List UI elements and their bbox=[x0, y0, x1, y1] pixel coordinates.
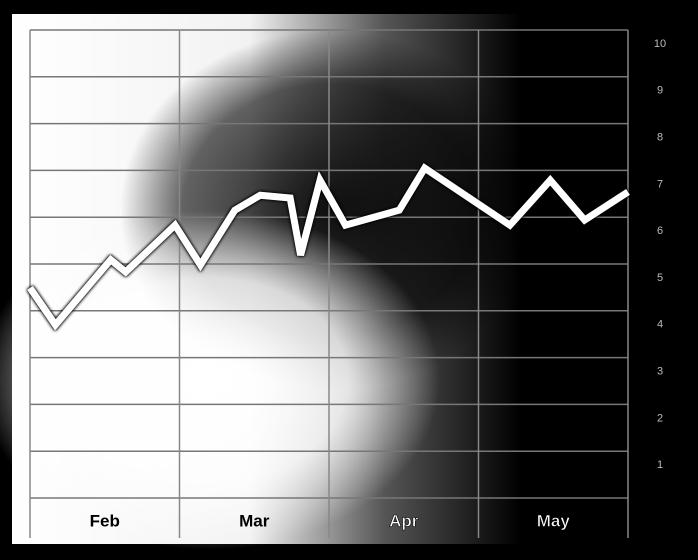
chart: 1 2 3 4 5 6 7 8 9 10 Feb Mar Apr May bbox=[0, 0, 698, 560]
x-tick-label: Feb bbox=[90, 511, 120, 530]
y-tick-label: 5 bbox=[657, 272, 663, 284]
y-tick-label: 1 bbox=[657, 459, 663, 471]
y-tick-label: 7 bbox=[657, 178, 663, 190]
y-tick-label: 3 bbox=[657, 366, 663, 378]
x-tick-label: May bbox=[537, 511, 571, 530]
y-tick-label: 10 bbox=[654, 38, 666, 50]
y-tick-label: 8 bbox=[657, 132, 663, 144]
x-tick-label: Mar bbox=[239, 511, 270, 530]
y-tick-label: 4 bbox=[657, 319, 663, 331]
y-tick-label: 9 bbox=[657, 85, 663, 97]
highlight bbox=[0, 210, 440, 550]
y-tick-label: 2 bbox=[657, 412, 663, 424]
x-tick-label: Apr bbox=[389, 511, 419, 530]
y-tick-label: 6 bbox=[657, 225, 663, 237]
